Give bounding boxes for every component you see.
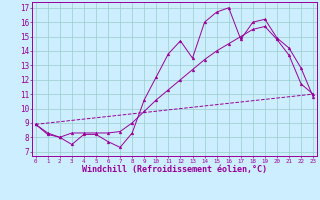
X-axis label: Windchill (Refroidissement éolien,°C): Windchill (Refroidissement éolien,°C) <box>82 165 267 174</box>
